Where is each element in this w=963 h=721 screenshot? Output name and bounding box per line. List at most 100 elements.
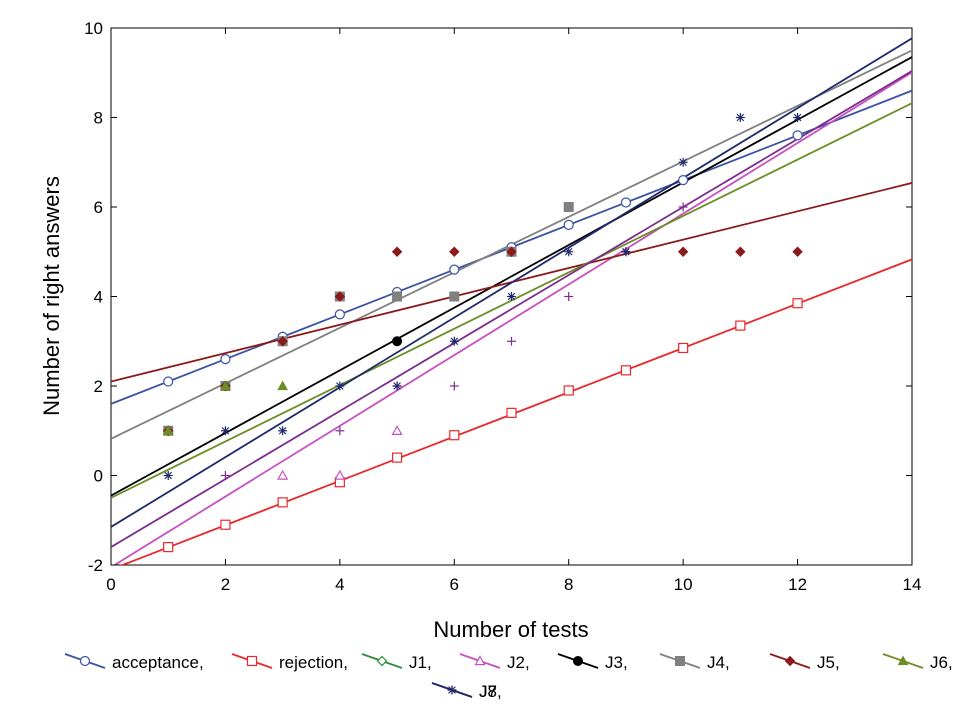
legend-label-j7: J7, [479, 682, 502, 701]
x-tick-label: 14 [903, 575, 922, 594]
legend-marker-j1 [376, 655, 388, 667]
data-point-j7 [507, 336, 516, 346]
data-point-j7 [678, 202, 688, 212]
data-point-j2 [334, 469, 346, 480]
legend-label-j8: J8 [479, 682, 497, 701]
data-point-acceptance [620, 197, 632, 208]
fit-line-j3 [111, 56, 912, 497]
y-tick-label: 2 [94, 377, 103, 396]
data-point-rejection [563, 385, 574, 396]
x-tick-label: 12 [788, 575, 807, 594]
legend-marker-j5 [784, 655, 796, 667]
data-point-j7 [449, 381, 459, 391]
data-point-j3 [392, 336, 403, 347]
data-point-rejection [163, 541, 174, 553]
data-point-j5 [334, 291, 346, 302]
data-point-j5 [735, 246, 746, 257]
data-point-j7 [335, 426, 345, 436]
data-point-rejection [678, 342, 689, 354]
legend: acceptance, rejection, J1, J2, J3, J4, J5, J6, J… [64, 653, 953, 701]
y-tick-label: 4 [94, 288, 103, 307]
legend-item-j1: J1, [361, 653, 432, 672]
data-point-j7 [220, 471, 230, 480]
data-point-j8 [335, 381, 345, 391]
legend-item-rejection: rejection, [231, 653, 348, 672]
x-tick-label: 4 [335, 575, 344, 594]
x-tick-label: 8 [564, 575, 573, 594]
data-point-j8 [793, 113, 803, 122]
data-point-rejection [220, 519, 231, 530]
data-point-j8 [449, 336, 459, 346]
data-point-j4 [449, 291, 460, 302]
y-tick-label: 0 [94, 467, 103, 486]
data-point-j5 [391, 246, 403, 257]
legend-item-acceptance: acceptance, [64, 653, 204, 672]
data-point-rejection [277, 497, 288, 508]
data-point-j4 [563, 202, 574, 212]
data-point-j8 [678, 157, 688, 167]
data-point-j5 [277, 336, 288, 347]
data-point-j8 [735, 113, 745, 122]
data-point-acceptance [220, 354, 231, 365]
data-point-rejection [735, 320, 746, 331]
y-tick-label: 8 [94, 109, 103, 128]
data-point-j6 [162, 425, 174, 435]
data-point-acceptance [449, 264, 460, 275]
fit-line-j8 [111, 37, 912, 528]
legend-label-rejection: rejection, [279, 653, 348, 672]
data-point-j2 [391, 425, 403, 435]
y-tick-label: -2 [88, 556, 103, 575]
data-point-j5 [792, 246, 803, 257]
legend-marker-j4 [675, 656, 685, 666]
y-tick-label: 6 [94, 198, 103, 217]
data-point-j4 [392, 291, 403, 302]
legend-label-acceptance: acceptance, [112, 653, 204, 672]
legend-marker-j6 [897, 655, 909, 666]
legend-item-j3: J3, [557, 653, 628, 672]
legend-item-j8: J8 [431, 682, 497, 701]
data-point-j8 [163, 471, 173, 480]
data-point-acceptance [334, 309, 345, 320]
data-point-j8 [220, 426, 230, 436]
legend-label-j3: J3, [605, 653, 628, 672]
data-point-j5 [506, 246, 517, 257]
data-point-rejection [620, 365, 632, 376]
x-tick-label: 6 [450, 575, 459, 594]
legend-marker-j3 [573, 656, 583, 666]
legend-label-j5: J5, [817, 653, 840, 672]
legend-item-j6: J6, [882, 653, 953, 672]
data-point-j5 [449, 246, 460, 257]
data-point-acceptance [563, 219, 574, 230]
legend-marker-j8 [447, 685, 457, 695]
legend-marker-rejection [246, 655, 258, 667]
legend-label-j1: J1, [409, 653, 432, 672]
x-tick-label: 10 [674, 575, 693, 594]
data-point-acceptance [792, 130, 803, 141]
legend-item-j5: J5, [769, 653, 840, 672]
data-point-j6 [220, 380, 231, 391]
data-point-rejection [792, 298, 803, 309]
data-point-rejection [506, 407, 517, 418]
data-point-j2 [277, 469, 289, 480]
data-point-j8 [507, 292, 516, 301]
y-axis-label: Number of right answers [39, 176, 64, 416]
legend-item-j2: J2, [459, 653, 530, 672]
data-point-j8 [621, 247, 631, 257]
data-point-j5 [677, 246, 689, 257]
data-point-rejection [391, 452, 403, 463]
legend-item-j4: J4, [659, 653, 730, 672]
legend-marker-acceptance [79, 655, 91, 667]
fit-line-j7 [111, 70, 912, 548]
data-point-j6 [277, 380, 288, 391]
fit-line-j2 [112, 71, 912, 565]
legend-label-j6: J6, [930, 653, 953, 672]
legend-marker-j2 [474, 655, 486, 666]
legend-label-j2: J2, [507, 653, 530, 672]
legend-label-j4: J4, [707, 653, 730, 672]
data-point-j8 [392, 381, 402, 391]
data-point-j8 [278, 426, 288, 436]
data-point-acceptance [678, 175, 689, 186]
x-tick-label: 0 [106, 575, 115, 594]
data-point-j8 [564, 247, 574, 257]
